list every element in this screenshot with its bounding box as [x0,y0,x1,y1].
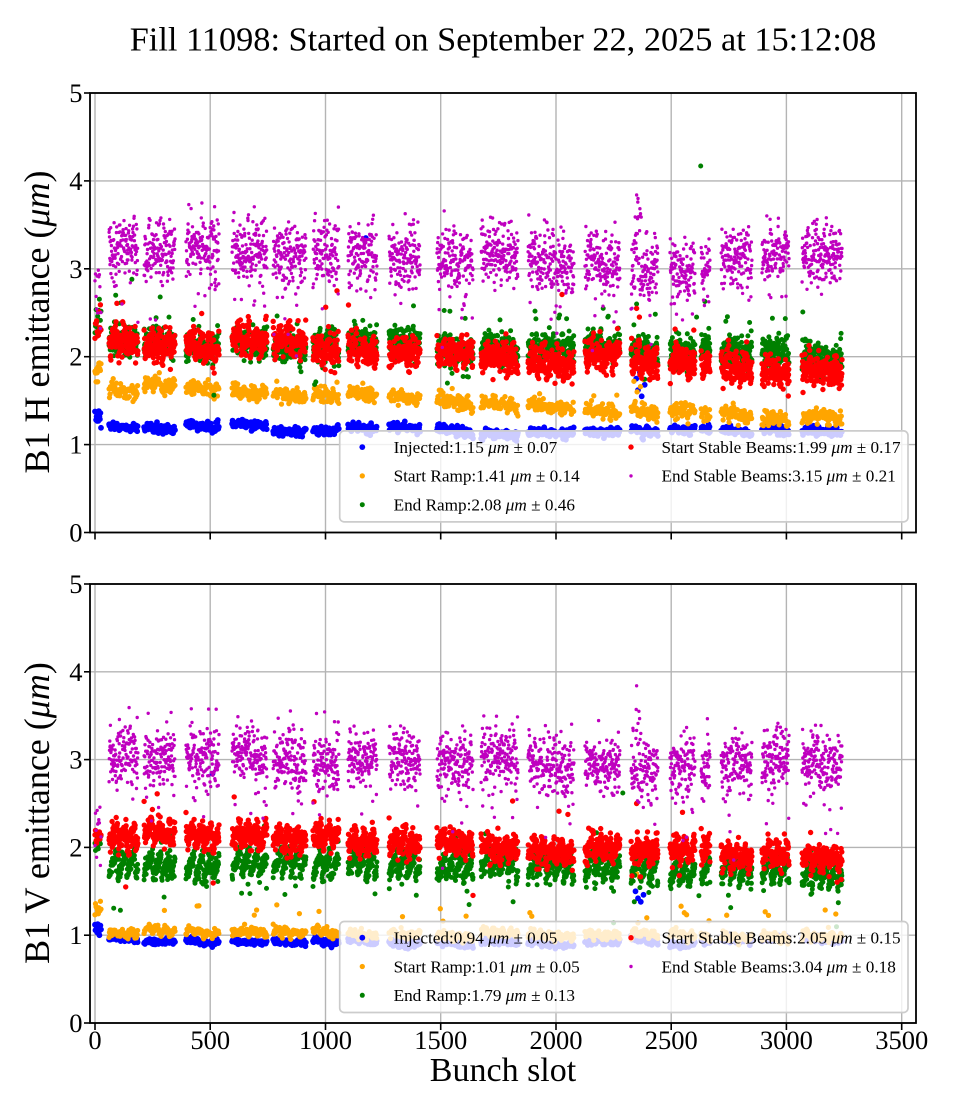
svg-text:2: 2 [69,342,82,372]
svg-text:1000: 1000 [299,1025,352,1055]
svg-text:2: 2 [69,832,82,862]
svg-text:Bunch slot: Bunch slot [430,1052,577,1089]
svg-text:Fill 11098: Started on Septemb: Fill 11098: Started on September 22, 202… [130,21,877,59]
svg-text:Start Ramp:1.01 μm ± 0.05: Start Ramp:1.01 μm ± 0.05 [394,957,580,976]
svg-text:Injected:0.94 μm ± 0.05: Injected:0.94 μm ± 0.05 [394,929,558,948]
svg-text:B1 V emittance (μm): B1 V emittance (μm) [17,662,57,964]
svg-text:3500: 3500 [875,1025,928,1055]
svg-text:Injected:1.15 μm ± 0.07: Injected:1.15 μm ± 0.07 [394,438,558,457]
svg-text:B1 H emittance (μm): B1 H emittance (μm) [17,171,57,474]
svg-text:End Stable Beams:3.15 μm ± 0.2: End Stable Beams:3.15 μm ± 0.21 [662,467,896,486]
svg-text:Start Ramp:1.41 μm ± 0.14: Start Ramp:1.41 μm ± 0.14 [394,467,581,486]
svg-text:5: 5 [69,569,82,599]
svg-text:500: 500 [190,1025,230,1055]
svg-text:Start Stable Beams:1.99 μm ± 0: Start Stable Beams:1.99 μm ± 0.17 [662,438,902,457]
svg-text:End Ramp:2.08 μm ± 0.46: End Ramp:2.08 μm ± 0.46 [394,496,576,515]
svg-text:5: 5 [69,78,82,108]
svg-text:2000: 2000 [530,1025,583,1055]
svg-text:1500: 1500 [414,1025,467,1055]
svg-text:0: 0 [69,1008,82,1038]
svg-text:Start Stable Beams:2.05 μm ± 0: Start Stable Beams:2.05 μm ± 0.15 [662,929,901,948]
svg-text:1: 1 [69,920,82,950]
svg-text:4: 4 [69,166,82,196]
svg-text:End Ramp:1.79 μm ± 0.13: End Ramp:1.79 μm ± 0.13 [394,986,575,1005]
svg-text:2500: 2500 [645,1025,698,1055]
svg-text:0: 0 [88,1025,101,1055]
svg-text:3000: 3000 [760,1025,813,1055]
svg-text:3: 3 [69,745,82,775]
svg-text:End Stable Beams:3.04 μm ± 0.1: End Stable Beams:3.04 μm ± 0.18 [662,957,896,976]
svg-text:0: 0 [69,518,82,548]
svg-text:3: 3 [69,254,82,284]
svg-text:4: 4 [69,657,82,687]
svg-text:1: 1 [69,430,82,460]
